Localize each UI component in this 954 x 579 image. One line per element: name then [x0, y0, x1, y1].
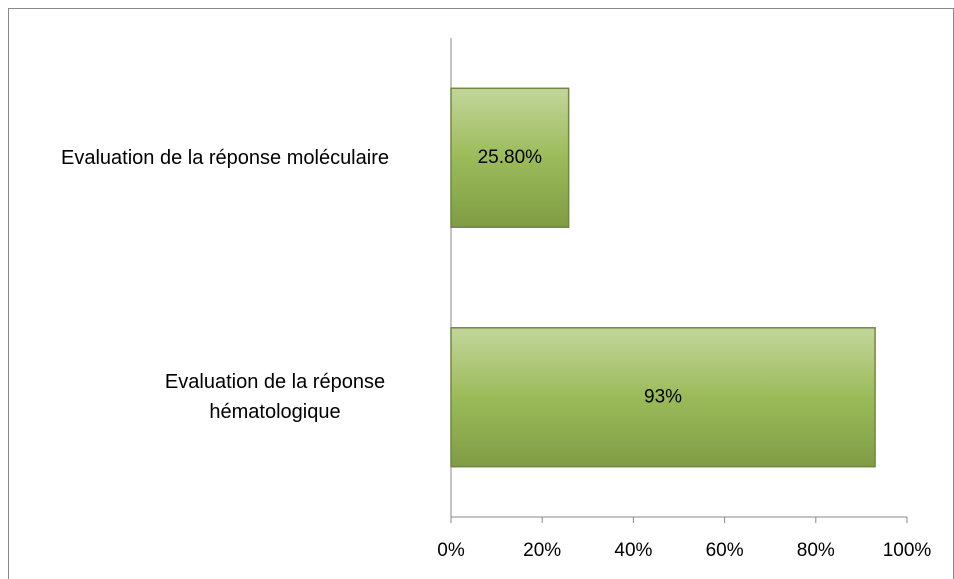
bar — [450, 87, 570, 228]
x-tick-label: 40% — [614, 540, 652, 561]
y-tick-label: Evaluation de la réponse hématologique — [164, 371, 386, 424]
data-label: 93% — [644, 386, 682, 407]
x-tick-label: 20% — [523, 540, 561, 561]
x-tick-label: 60% — [706, 540, 744, 561]
x-tick-label: 0% — [437, 540, 465, 561]
bar — [450, 327, 876, 468]
y-tick-label: Evaluation de la réponse moléculaire — [61, 146, 389, 169]
x-tick-label: 80% — [797, 540, 835, 561]
x-tick-label: 100% — [883, 540, 932, 561]
data-label: 25.80% — [478, 147, 543, 168]
